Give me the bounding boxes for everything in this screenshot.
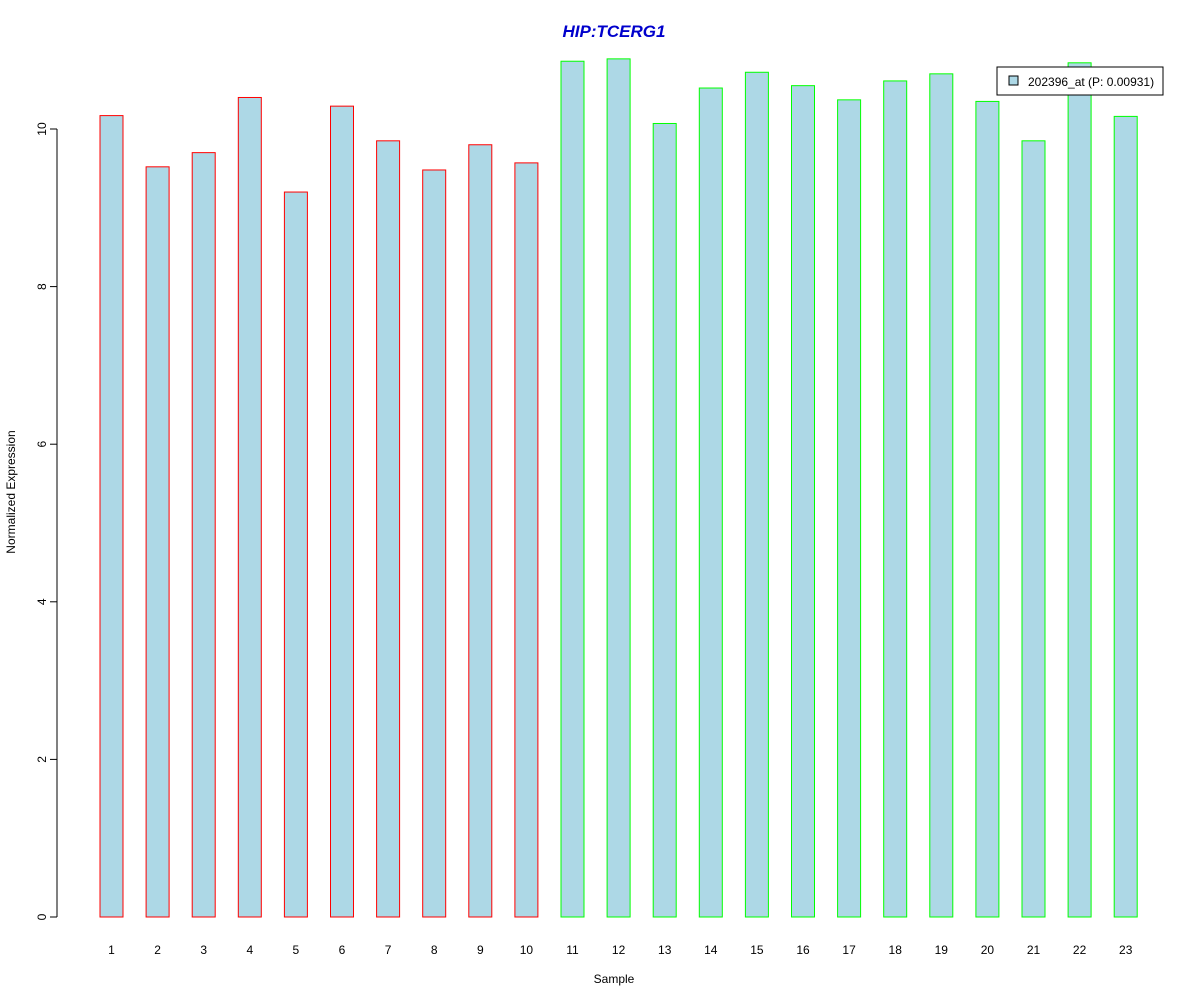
bars	[99, 58, 1138, 918]
bar	[560, 60, 585, 918]
bar	[698, 87, 723, 918]
y-axis-label: Normalized Expression	[4, 430, 18, 553]
x-tick-label: 23	[1119, 943, 1133, 957]
y-tick-label: 10	[35, 122, 49, 136]
bar	[883, 80, 908, 918]
x-tick-label: 17	[842, 943, 856, 957]
x-tick-label: 20	[981, 943, 995, 957]
x-tick-label: 22	[1073, 943, 1087, 957]
x-axis-label: Sample	[594, 972, 635, 986]
bar	[422, 169, 447, 918]
bar	[975, 100, 1000, 918]
x-tick-label: 8	[431, 943, 438, 957]
bar	[652, 122, 677, 918]
x-tick-label: 11	[566, 943, 579, 957]
x-tick-label: 19	[935, 943, 949, 957]
legend: 202396_at (P: 0.00931)	[996, 66, 1164, 96]
bar	[837, 99, 862, 918]
bar	[1067, 62, 1092, 918]
legend-box	[996, 66, 1164, 96]
x-tick-label: 2	[154, 943, 161, 957]
y-tick-label: 0	[35, 913, 49, 920]
bar	[237, 96, 262, 918]
x-tick-label: 10	[520, 943, 534, 957]
bar	[468, 144, 493, 918]
bar	[606, 58, 631, 918]
x-tick-label: 4	[246, 943, 253, 957]
x-tick-label: 6	[339, 943, 346, 957]
x-tick-label: 12	[612, 943, 626, 957]
x-tick-label: 14	[704, 943, 718, 957]
bar	[330, 105, 354, 918]
legend-label: 202396_at (P: 0.00931)	[1028, 75, 1154, 89]
x-tick-label: 3	[200, 943, 207, 957]
y-tick-label: 2	[35, 756, 49, 763]
bar	[145, 166, 170, 918]
legend-swatch	[1008, 75, 1019, 86]
x-tick-label: 16	[796, 943, 810, 957]
chart-title: HIP:TCERG1	[563, 22, 666, 41]
bar	[99, 115, 124, 918]
x-tick-label: 7	[385, 943, 392, 957]
x-tick-label: 13	[658, 943, 672, 957]
x-tick-label: 15	[750, 943, 764, 957]
x-tick-label: 5	[293, 943, 300, 957]
x-tick-labels: 1 2 3 4 5 6 7 8 9 10 11 12 13 14 15 16 17 18 19 20 21 22 23	[108, 943, 1133, 957]
bar	[744, 71, 769, 918]
bar	[191, 152, 216, 918]
x-tick-label: 18	[889, 943, 903, 957]
y-axis: 0 2 4 6 8 10	[35, 122, 58, 920]
bar	[1021, 140, 1046, 918]
x-tick-label: 1	[108, 943, 115, 957]
bar	[1113, 115, 1138, 918]
y-tick-label: 8	[35, 283, 49, 290]
bar	[791, 85, 815, 918]
bar	[929, 73, 954, 918]
bar	[514, 162, 539, 918]
y-tick-label: 4	[35, 598, 49, 605]
y-tick-label: 6	[35, 441, 49, 448]
bar	[376, 140, 401, 918]
x-tick-label: 21	[1027, 943, 1041, 957]
bar	[283, 191, 308, 918]
x-tick-label: 9	[477, 943, 484, 957]
